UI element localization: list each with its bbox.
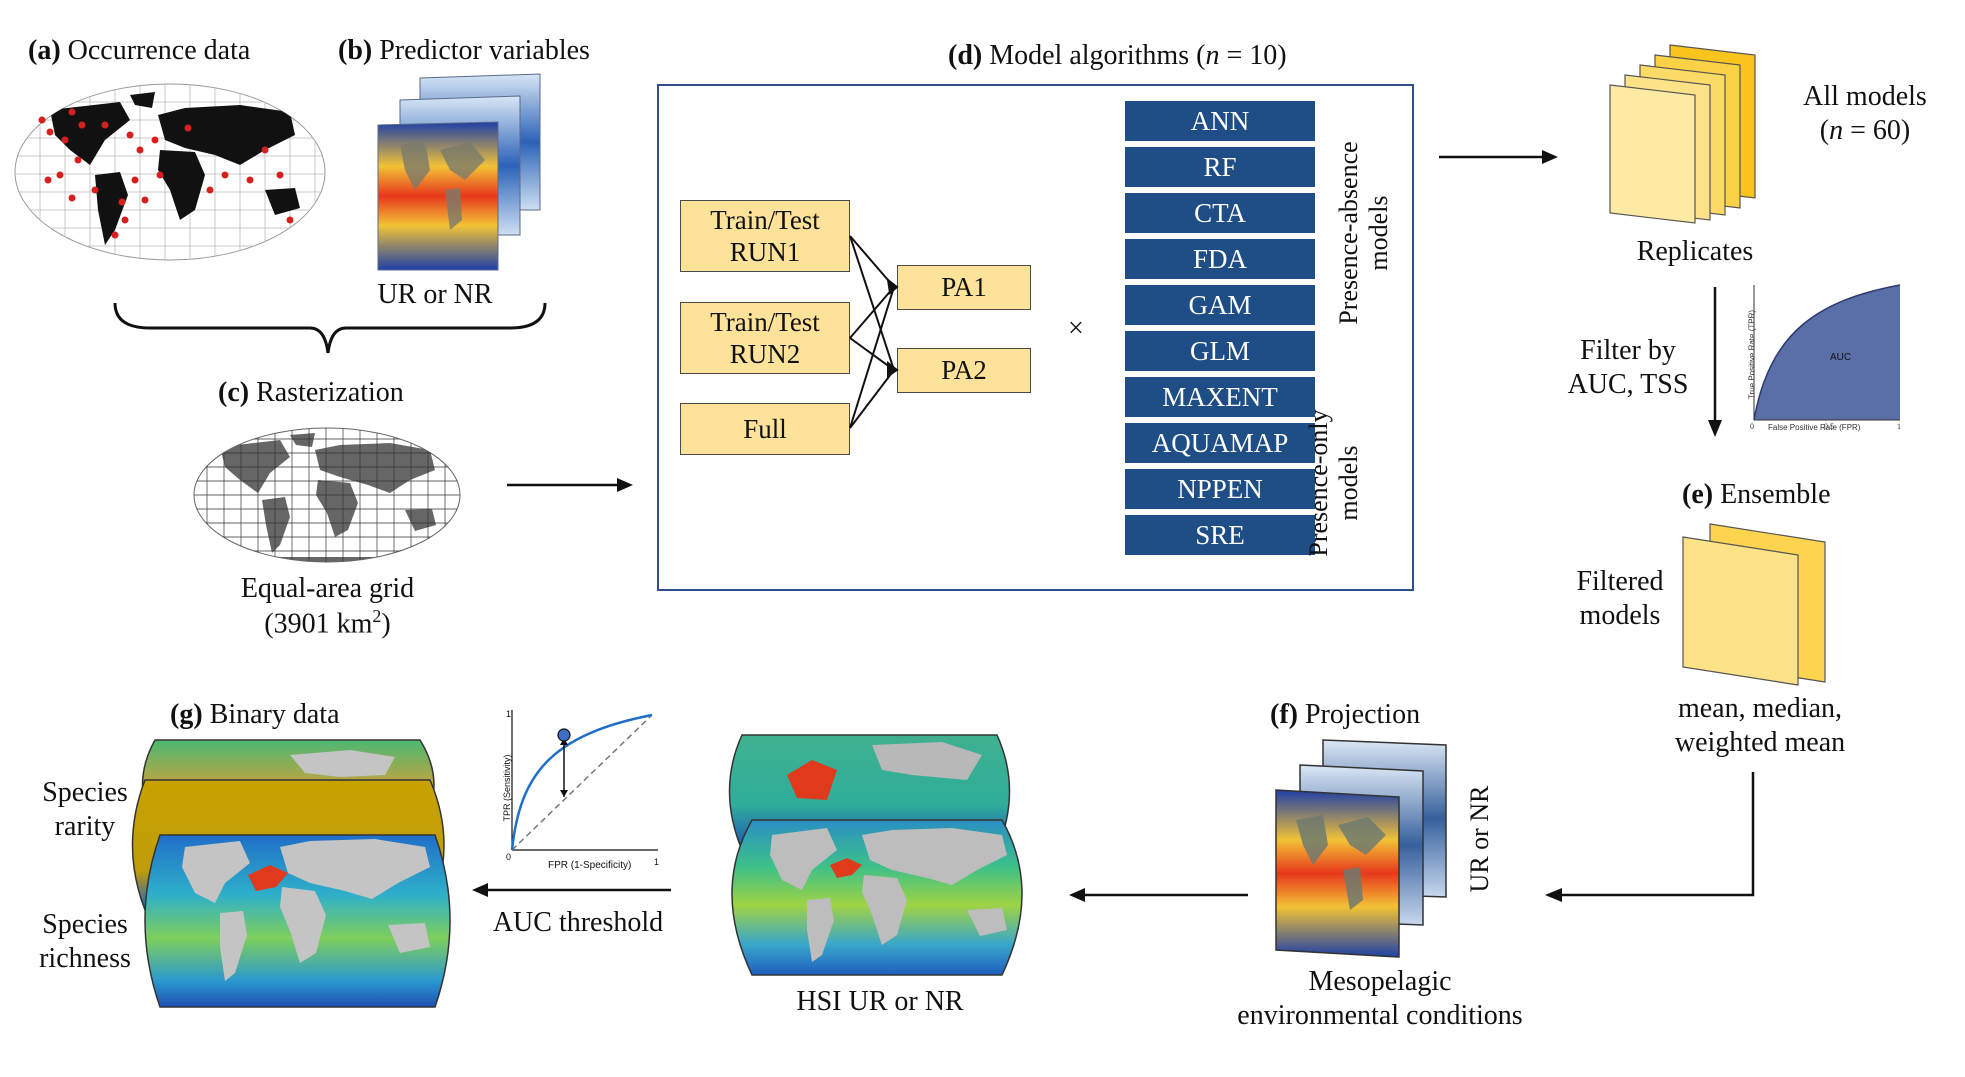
roc-threshold-plot [510, 710, 658, 851]
grid-caption-line2: (3901 km2) [264, 606, 391, 640]
algo-cta: CTA [1125, 193, 1315, 233]
panel-g-title: (g) Binary data [170, 699, 340, 730]
filter-line2: AUC, TSS [1567, 369, 1689, 400]
roc-origin: 0 [506, 852, 512, 862]
auc-roc-plot [1753, 284, 1901, 421]
projection-caption-line1: Mesopelagic [1308, 966, 1452, 997]
predictor-caption: UR or NR [377, 279, 493, 310]
occurrence-map [14, 83, 326, 261]
predictor-stack [377, 73, 541, 271]
algo-nppen: NPPEN [1125, 469, 1315, 509]
projection-stack [1275, 739, 1447, 958]
run-to-pa-connectors [849, 235, 899, 429]
pa1-box: PA1 [897, 265, 1031, 310]
projection-caption-line2: environmental conditions [1237, 1000, 1523, 1031]
panel-f-title: (f) Projection [1270, 699, 1421, 730]
arrow-hsi-to-binary [472, 883, 671, 897]
roc-small-ylabel: True Positive Rate (TPR) [1747, 309, 1757, 400]
panel-e-title: (e) Ensemble [1682, 479, 1831, 510]
group-label-presence-only: Presence-only models [1304, 409, 1363, 557]
algo-maxent: MAXENT [1125, 377, 1315, 417]
panel-c-title: (c) Rasterization [218, 377, 404, 408]
algo-gam: GAM [1125, 285, 1315, 325]
algo-glm: GLM [1125, 331, 1315, 371]
filtered-line1: Filtered [1576, 566, 1664, 597]
times-symbol: × [1068, 313, 1084, 344]
hsi-maps [728, 734, 1023, 976]
ensemble-stats-line2: weighted mean [1674, 727, 1846, 758]
filter-line1: Filter by [1580, 335, 1676, 366]
arrow-c-to-d [507, 478, 633, 492]
rarity-line2: rarity [54, 811, 116, 842]
roc-threshold-ylabel: TPR (Sensitivity) [502, 754, 512, 822]
panel-b-title: (b) Predictor variables [338, 35, 590, 66]
equal-area-grid-map [193, 427, 461, 563]
binary-maps [131, 739, 451, 1008]
filtered-models-stack [1682, 523, 1826, 686]
auc-area-label: AUC [1830, 352, 1852, 363]
merge-brace [113, 302, 547, 354]
model-algorithms-frame [657, 84, 1414, 591]
roc-threshold-xlabel: FPR (1-Specificity) [548, 860, 632, 871]
richness-line2: richness [39, 943, 131, 974]
richness-line1: Species [42, 909, 128, 940]
algo-sre: SRE [1125, 515, 1315, 555]
pa2-box: PA2 [897, 348, 1031, 393]
algo-aquamap: AQUAMAP [1125, 423, 1315, 463]
replicate-stack [1609, 44, 1756, 224]
roc-small-tick-05: 0.5 [1824, 422, 1834, 431]
algo-rf: RF [1125, 147, 1315, 187]
full-box: Full [680, 403, 850, 455]
roc-small-tick-1: 1 [1897, 422, 1901, 431]
replicates-label: Replicates [1636, 236, 1754, 267]
arrow-d-to-models [1439, 150, 1558, 164]
grid-caption-line1: Equal-area grid [240, 573, 415, 604]
panel-a-title: (a) Occurrence data [28, 35, 251, 66]
arrow-f-to-hsi [1069, 888, 1248, 902]
arrow-filter-down [1708, 287, 1722, 437]
all-models-label: All models [1803, 81, 1927, 112]
algo-ann: ANN [1125, 101, 1315, 141]
run1-box: Train/Test RUN1 [680, 200, 850, 272]
all-models-count: (n = 60) [1819, 115, 1911, 146]
run2-box: Train/Test RUN2 [680, 302, 850, 374]
auc-threshold-caption: AUC threshold [492, 907, 664, 938]
ensemble-stats-line1: mean, median, [1677, 693, 1843, 724]
rarity-line1: Species [42, 777, 128, 808]
algo-fda: FDA [1125, 239, 1315, 279]
projection-side-label: UR or NR [1465, 785, 1494, 893]
hsi-caption: HSI UR or NR [796, 986, 964, 1017]
panel-d-title: (d) Model algorithms (n = 10) [948, 40, 1287, 71]
roc-y-one: 1 [506, 709, 512, 719]
group-label-presence-absence: Presence-absence models [1334, 141, 1393, 325]
arrow-e-to-f [1545, 772, 1755, 902]
roc-small-tick-0: 0 [1750, 422, 1754, 431]
roc-small-xlabel: False Positive Rate (FPR) [1768, 423, 1861, 432]
filtered-line2: models [1579, 600, 1661, 631]
roc-x-one: 1 [654, 857, 660, 867]
occurrence-points [38, 108, 294, 239]
